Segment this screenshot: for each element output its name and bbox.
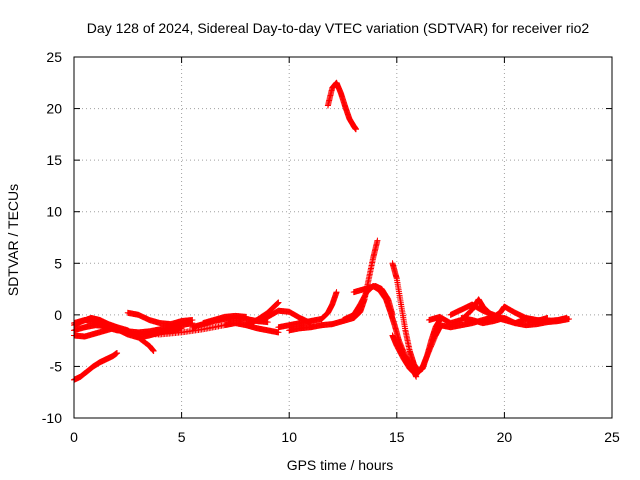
plot-frame: [73, 56, 613, 419]
data-point: [275, 329, 282, 336]
data-point: [565, 315, 572, 322]
series-sat-i: [200, 312, 250, 327]
series-sat-n: [324, 79, 359, 133]
series-sat-g: [135, 320, 282, 338]
series-sat-q: [350, 282, 396, 318]
series-sat-f: [124, 309, 196, 328]
y-tick-label: -10: [42, 410, 62, 426]
y-tick-label: 20: [46, 101, 62, 117]
data-point: [374, 237, 381, 244]
series-sat-c: [71, 350, 121, 383]
y-tick-label: -5: [50, 358, 63, 374]
axis-ticks: [73, 56, 613, 419]
y-tick-label: 25: [46, 49, 62, 65]
data-point: [501, 315, 508, 322]
x-axis-label: GPS time / hours: [287, 457, 394, 473]
x-tick-labels: 0 5 10 15 20 25: [70, 429, 620, 445]
data-point: [114, 324, 121, 331]
data-points: [71, 79, 572, 383]
data-point: [333, 289, 340, 296]
x-tick-label: 5: [178, 429, 186, 445]
y-tick-label: 5: [54, 255, 62, 271]
x-tick-label: 20: [497, 429, 513, 445]
data-point: [264, 319, 271, 326]
y-tick-label: 15: [46, 152, 62, 168]
data-point: [352, 126, 359, 133]
series-sat-l: [275, 289, 340, 331]
data-point: [150, 347, 157, 354]
x-tick-label: 25: [604, 429, 620, 445]
y-tick-label: 0: [54, 307, 62, 323]
data-point: [189, 317, 196, 324]
y-axis-label: SDTVAR / TECUs: [5, 184, 21, 296]
x-tick-label: 10: [281, 429, 297, 445]
data-point: [243, 313, 250, 320]
y-tick-label: 10: [46, 204, 62, 220]
series-sat-v: [458, 314, 572, 329]
y-tick-labels: -10 -5 0 5 10 15 20 25: [42, 49, 62, 426]
x-tick-label: 0: [70, 429, 78, 445]
series-sat-w: [447, 301, 508, 322]
data-point: [275, 299, 282, 306]
data-point: [389, 311, 396, 318]
series-sat-s: [389, 324, 443, 378]
chart-title: Day 128 of 2024, Sidereal Day-to-day VTE…: [87, 20, 590, 36]
data-point: [114, 350, 121, 357]
x-tick-label: 15: [389, 429, 405, 445]
series-sat-e: [71, 314, 121, 331]
